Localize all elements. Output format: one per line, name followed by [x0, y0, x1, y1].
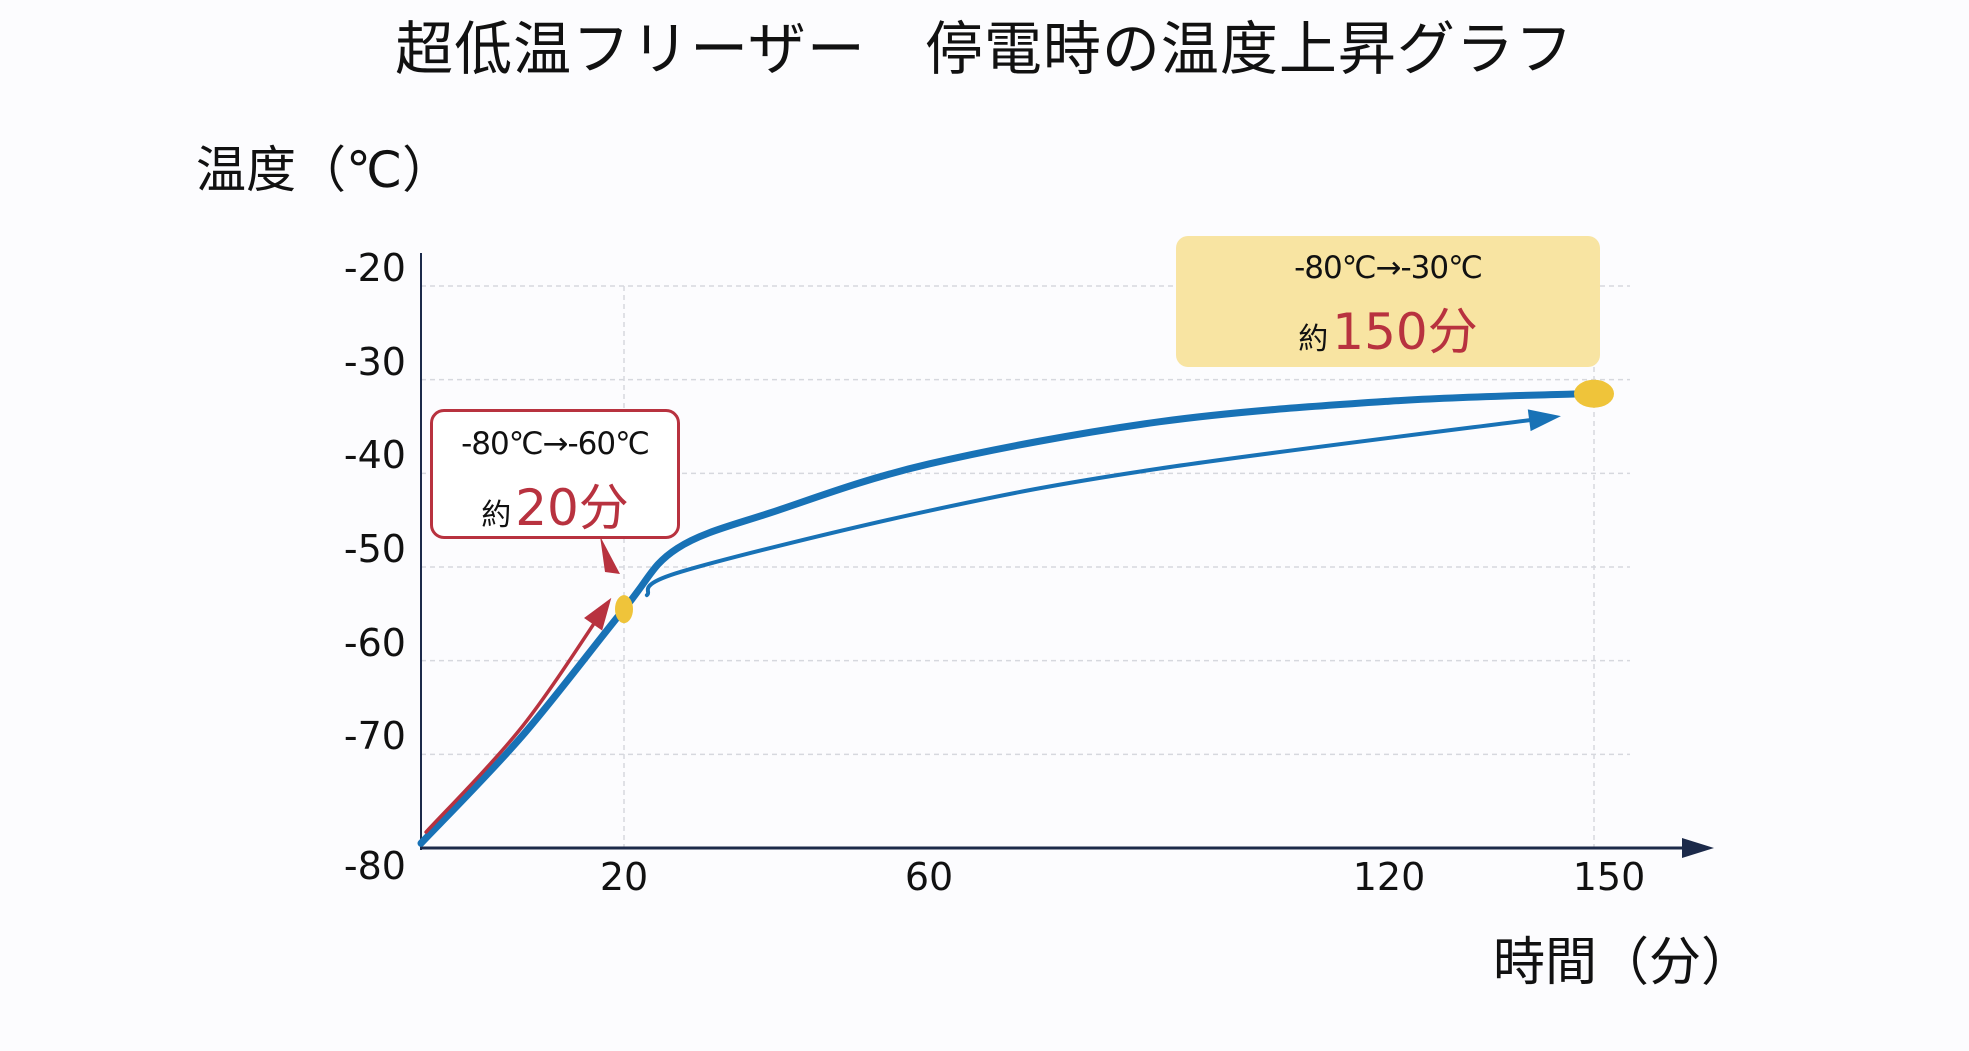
annotation-prefix: 約 [1298, 322, 1329, 357]
marker-point [615, 595, 633, 624]
y-tick-label: -60 [343, 620, 406, 665]
arrowhead-icon [1527, 409, 1561, 432]
x-axis-arrow-icon [1682, 838, 1714, 858]
marker-point [1574, 379, 1614, 408]
x-tick-label: 20 [599, 855, 649, 899]
annotation-value: 20分 [515, 479, 629, 537]
y-tick-label: -30 [343, 339, 406, 384]
y-tick-label: -50 [343, 527, 406, 571]
annotation-150min: -80℃→-30℃ 約150分 [1176, 236, 1600, 367]
chart-title: 超低温フリーザー 停電時の温度上昇グラフ [395, 15, 1574, 83]
series-line-2 [644, 415, 1555, 598]
x-tick-label: 150 [1572, 855, 1646, 899]
annotation-20min: -80℃→-60℃ 約20分 [430, 409, 680, 539]
y-tick-label: -20 [343, 246, 406, 290]
y-axis-label: 温度（℃） [196, 141, 453, 199]
x-tick-label: 120 [1352, 855, 1426, 899]
series-line-3 [424, 602, 609, 834]
arrowhead-icon [584, 597, 612, 631]
annotation-range: -80℃→-30℃ [1294, 250, 1483, 286]
annotation-value: 150分 [1332, 303, 1478, 361]
series-line-1 [417, 390, 1584, 847]
y-tick-label: -70 [343, 714, 406, 759]
y-tick-label: -40 [343, 433, 406, 478]
annotation-range: -80℃→-60℃ [461, 426, 650, 462]
annotation-prefix: 約 [481, 498, 512, 533]
y-tick-label: -80 [343, 844, 406, 888]
x-axis-label: 時間（分） [1493, 933, 1754, 993]
x-tick-label: 60 [904, 855, 954, 899]
callout-1-tail [600, 536, 620, 574]
